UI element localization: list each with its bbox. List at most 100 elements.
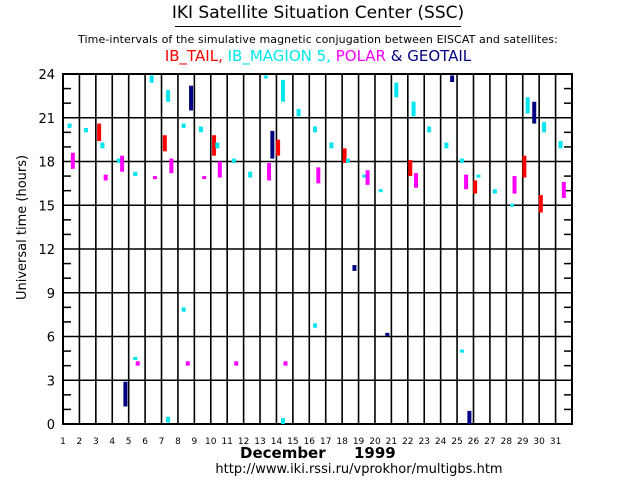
y-tick-label: 18: [38, 156, 55, 171]
y-tick-label: 12: [38, 243, 55, 258]
interval-ib-magion-5: [181, 123, 186, 128]
interval-polar: [135, 361, 140, 366]
interval-ib-magion-5: [558, 141, 563, 149]
x-tick-label: 25: [451, 437, 462, 447]
x-tick-label: 19: [353, 437, 365, 447]
interval-ib-magion-5: [231, 158, 236, 163]
interval-ib-magion-5: [492, 189, 497, 194]
legend: IB_TAIL, IB_MAGION 5, POLAR & GEOTAIL: [0, 47, 636, 65]
x-tick-label: 13: [254, 437, 265, 447]
interval-ib-magion-5: [281, 79, 286, 102]
interval-ib-magion-5: [100, 142, 105, 149]
y-tick-label: 15: [38, 199, 55, 214]
interval-ib-tail: [538, 195, 543, 213]
x-tick-label: 9: [191, 437, 197, 447]
x-tick-label: 26: [468, 437, 480, 447]
interval-marks: [67, 75, 566, 424]
x-tick-label: 27: [484, 437, 495, 447]
x-tick-label: 18: [336, 437, 348, 447]
interval-ib-magion-5: [394, 82, 399, 98]
x-tick-label: 22: [402, 437, 413, 447]
interval-ib-magion-5: [378, 189, 383, 193]
x-axis-ticks: 1 2 3 4 5 6 7 8 9 10 11 12 13 14 15 16 17 18 19 20 21 22 23 24 2…: [60, 437, 561, 447]
interval-ib-magion-5: [313, 126, 318, 133]
x-tick-label: 8: [175, 437, 181, 447]
legend-item-ib-magion5: IB_MAGION 5,: [227, 47, 331, 65]
interval-ib-magion-5: [510, 203, 515, 207]
interval-ib-tail: [162, 135, 167, 152]
interval-polar: [185, 361, 190, 366]
y-tick-label: 21: [38, 112, 55, 127]
title-underline: [175, 26, 461, 27]
x-tick-label: 1: [60, 437, 66, 447]
interval-ib-magion-5: [427, 126, 432, 133]
interval-polar: [202, 176, 207, 180]
x-tick-label: 17: [320, 437, 331, 447]
interval-geotail: [352, 265, 357, 271]
x-tick-label: 4: [109, 437, 115, 447]
x-axis-label-month: December: [240, 444, 326, 462]
interval-ib-magion-5: [67, 123, 72, 128]
interval-polar: [365, 170, 370, 185]
x-tick-label: 5: [126, 437, 132, 447]
interval-ib-magion-5: [296, 109, 301, 117]
x-tick-label: 30: [533, 437, 545, 447]
interval-polar: [561, 181, 566, 198]
y-tick-label: 9: [47, 287, 55, 302]
interval-ib-tail: [522, 155, 527, 178]
x-tick-label: 21: [386, 437, 397, 447]
interval-ib-tail: [342, 148, 347, 163]
interval-ib-tail: [408, 160, 413, 177]
interval-ib-tail: [473, 180, 478, 194]
x-tick-label: 28: [501, 437, 513, 447]
interval-polar: [103, 174, 108, 181]
interval-geotail: [450, 75, 455, 83]
x-tick-label: 3: [93, 437, 99, 447]
source-url[interactable]: http://www.iki.rssi.ru/vprokhor/multigbs…: [215, 462, 503, 477]
interval-ib-magion-5: [362, 174, 367, 178]
interval-polar: [512, 176, 517, 194]
x-tick-label: 6: [142, 437, 148, 447]
interval-ib-magion-5: [198, 126, 203, 133]
interval-polar: [169, 158, 174, 174]
interval-ib-magion-5: [166, 416, 171, 423]
x-tick-label: 10: [205, 437, 217, 447]
interval-geotail: [385, 332, 390, 336]
interval-polar: [283, 361, 288, 366]
interval-ib-magion-5: [459, 158, 464, 163]
interval-geotail: [467, 410, 472, 424]
chart-subtitle: Time-intervals of the simulative magneti…: [78, 33, 558, 46]
interval-ib-magion-5: [83, 127, 88, 133]
interval-polar: [70, 152, 75, 169]
interval-polar: [267, 162, 272, 181]
interval-ib-tail: [276, 139, 281, 156]
y-tick-label: 0: [47, 418, 55, 433]
interval-ib-magion-5: [444, 142, 449, 149]
interval-polar: [152, 176, 157, 180]
legend-item-geotail: & GEOTAIL: [390, 47, 472, 65]
interval-polar: [120, 155, 125, 172]
interval-ib-magion-5: [133, 171, 138, 177]
interval-polar: [234, 361, 239, 366]
y-tick-label: 3: [47, 374, 55, 389]
interval-ib-magion-5: [329, 142, 334, 149]
interval-ib-magion-5: [248, 171, 253, 178]
x-tick-label: 31: [550, 437, 561, 447]
x-tick-label: 16: [304, 437, 316, 447]
x-tick-label: 14: [271, 437, 283, 447]
y-tick-label: 6: [47, 331, 55, 346]
x-tick-label: 12: [238, 437, 249, 447]
x-tick-label: 29: [517, 437, 529, 447]
interval-ib-tail: [97, 123, 102, 142]
interval-polar: [316, 167, 321, 184]
interval-ib-magion-5: [476, 174, 481, 178]
interval-polar: [464, 174, 469, 190]
interval-ib-magion-5: [166, 90, 171, 102]
interval-ib-tail: [212, 135, 217, 156]
interval-polar: [217, 161, 222, 178]
interval-ib-magion-5: [411, 101, 416, 117]
interval-ib-magion-5: [313, 323, 318, 328]
interval-ib-magion-5: [345, 158, 350, 163]
interval-ib-magion-5: [133, 356, 138, 360]
interval-polar: [414, 173, 419, 188]
